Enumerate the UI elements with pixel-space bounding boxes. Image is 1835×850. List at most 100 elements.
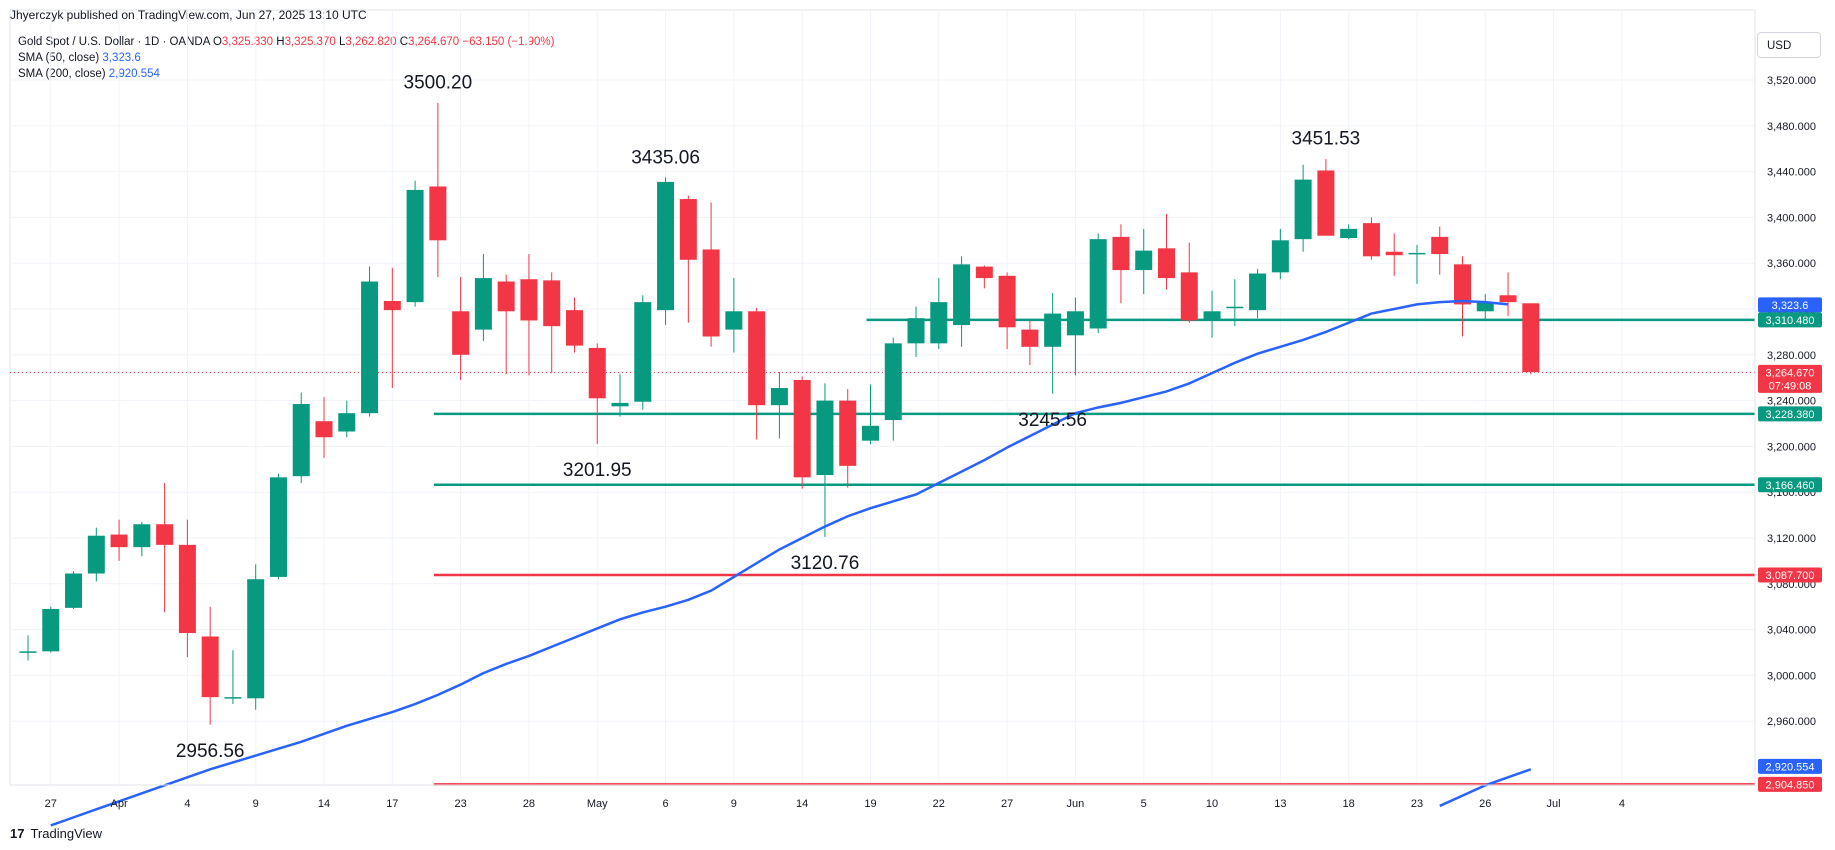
level-price-tag-bg xyxy=(1758,406,1822,422)
candle-body xyxy=(429,186,447,241)
candle-body xyxy=(269,477,287,577)
candle-body xyxy=(793,379,811,478)
candle-body xyxy=(315,421,333,438)
level-price-tag-text: 3,087.700 xyxy=(1766,570,1815,582)
candle-body xyxy=(65,573,83,608)
x-tick-label: 14 xyxy=(318,798,330,810)
chart-legend: Gold Spot / U.S. Dollar · 1D · OANDA O3,… xyxy=(18,34,555,82)
sma50-line xyxy=(50,299,1509,827)
candle-body xyxy=(884,343,902,421)
candle-body xyxy=(406,189,424,303)
annotation-label: 3451.53 xyxy=(1292,128,1361,149)
level-price-tag-bg xyxy=(1758,567,1822,583)
y-tick-label: 3,280.000 xyxy=(1767,350,1816,362)
level-price-tag-bg xyxy=(1758,776,1822,792)
current-price-tag-countdown: 07:49:08 xyxy=(1769,380,1812,392)
candle-body xyxy=(178,544,196,634)
candle-body xyxy=(816,400,834,476)
annotation-label: 3120.76 xyxy=(791,553,860,574)
candle-body xyxy=(565,310,583,346)
x-tick-label: 23 xyxy=(455,798,467,810)
high-label: H xyxy=(276,36,285,48)
x-tick-label: 9 xyxy=(253,798,259,810)
current-price-tag-text: 3,264.670 xyxy=(1766,367,1815,379)
candle-body xyxy=(247,579,265,699)
sma200-price-tag-text: 2,920.554 xyxy=(1766,761,1815,773)
y-tick-label: 3,480.000 xyxy=(1767,121,1816,133)
candle-body xyxy=(634,302,652,402)
sma50-price-tag-bg xyxy=(1758,297,1822,313)
x-tick-label: 6 xyxy=(662,798,668,810)
current-price-tag-bg xyxy=(1758,364,1822,393)
candle-body xyxy=(839,400,857,466)
x-tick-label: 4 xyxy=(1619,798,1625,810)
x-tick-label: 10 xyxy=(1206,798,1218,810)
close-label: C xyxy=(399,36,409,48)
sma50-row[interactable]: SMA (50, close) 3,323.6 xyxy=(18,50,555,66)
candle-body xyxy=(702,249,720,337)
annotation-label: 3201.95 xyxy=(563,460,632,481)
candle-body xyxy=(611,402,629,407)
sma200-label: SMA (200, close) xyxy=(18,68,106,80)
sma200-row[interactable]: SMA (200, close) 2,920.554 xyxy=(18,66,555,82)
candle-body xyxy=(1499,295,1517,303)
y-tick-label: 3,040.000 xyxy=(1767,625,1816,637)
grid-lines xyxy=(9,9,1756,786)
candle-body xyxy=(224,697,242,699)
brand-name: TradingView xyxy=(30,826,103,841)
y-tick-label: 3,120.000 xyxy=(1767,533,1816,545)
candle-body xyxy=(474,278,492,330)
candle-body xyxy=(497,281,515,312)
annotation-label: 3435.06 xyxy=(631,147,700,168)
candle-body xyxy=(1431,236,1449,255)
axes: 2,960.0003,000.0003,040.0003,080.0003,12… xyxy=(10,10,1816,810)
candle-body xyxy=(1317,170,1335,236)
sma200-value: 2,920.554 xyxy=(108,68,160,80)
x-tick-label: 27 xyxy=(45,798,57,810)
y-tick-label: 3,240.000 xyxy=(1767,396,1816,408)
x-tick-label: 5 xyxy=(1141,798,1147,810)
x-tick-label: 26 xyxy=(1479,798,1491,810)
candle-body xyxy=(748,311,766,406)
sma50-price-tag-text: 3,323.6 xyxy=(1772,300,1809,312)
candle-body xyxy=(520,279,538,321)
x-tick-label: 18 xyxy=(1343,798,1355,810)
candle-body xyxy=(292,404,310,477)
publisher-line: Jhyerczyk published on TradingView.com, … xyxy=(10,8,367,22)
candle-body xyxy=(861,425,879,441)
candle-body xyxy=(1021,329,1039,347)
candle-body xyxy=(725,311,743,330)
price-annotations: 3500.20 3435.06 3451.53 3201.95 3120.76 3245.… xyxy=(176,73,1360,762)
candle-body xyxy=(1385,251,1403,256)
candle-body xyxy=(87,535,105,574)
y-tick-label: 2,960.000 xyxy=(1767,716,1816,728)
candle-body xyxy=(338,413,356,432)
candle-body xyxy=(907,318,925,344)
level-price-tag-text: 3,166.460 xyxy=(1766,480,1815,492)
low-label: L xyxy=(338,36,346,48)
candle-body xyxy=(1249,273,1267,311)
candle-body xyxy=(42,608,60,652)
low-value: 3,262.820 xyxy=(345,36,397,48)
level-price-tag-text: 3,228.380 xyxy=(1766,409,1815,421)
y-tick-label: 3,000.000 xyxy=(1767,670,1816,682)
candle-body xyxy=(998,275,1016,328)
price-tags: 3,323.6 3,310.480 3,228.380 3,166.460 3,087.… xyxy=(1758,297,1822,792)
candle-body xyxy=(361,281,379,414)
candle-body xyxy=(1340,228,1358,239)
sma50-value: 3,323.6 xyxy=(102,52,141,64)
x-tick-label: Jul xyxy=(1547,798,1561,810)
candle-body xyxy=(1044,313,1062,347)
sma200-price-tag-bg xyxy=(1758,758,1822,774)
candle-body xyxy=(975,266,993,279)
annotation-label: 3245.56 xyxy=(1018,410,1087,431)
candle-body xyxy=(1112,236,1130,271)
level-price-tag-bg xyxy=(1758,477,1822,493)
y-tick-label: 3,520.000 xyxy=(1767,75,1816,87)
candle-body xyxy=(953,264,971,326)
currency-selector[interactable]: USD xyxy=(1757,32,1821,58)
x-tick-label: May xyxy=(587,798,608,810)
candle-body xyxy=(1476,302,1494,312)
tradingview-brand[interactable]: 17 TradingView xyxy=(10,826,102,841)
